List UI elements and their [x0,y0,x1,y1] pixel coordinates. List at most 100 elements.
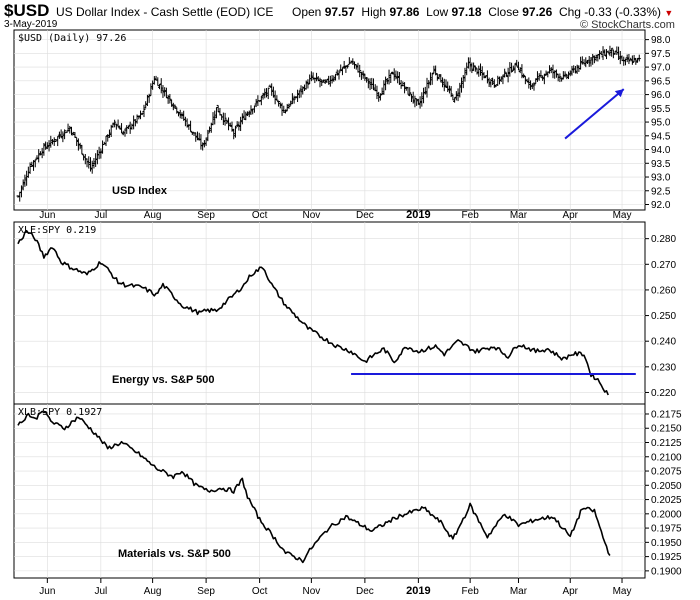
price-bar [340,67,344,76]
price-bar [356,62,360,73]
chart-date: 3-May-2019 [4,19,58,30]
y-tick-label: 0.2025 [651,495,682,506]
price-bar [125,125,129,134]
price-bar [587,55,591,67]
low-label: Low [426,5,449,19]
price-bar [123,128,127,137]
y-tick-label: 0.1975 [651,524,682,535]
y-tick-label: 94.0 [651,145,671,156]
price-bar [458,82,462,98]
price-bar [627,53,631,65]
month-label-top: Jun [39,210,55,221]
price-bar [592,55,596,64]
ratio-line [17,229,609,396]
price-bar [637,54,641,62]
chart-header: $USD US Dollar Index - Cash Settle (EOD)… [0,0,700,31]
y-tick-label: 0.230 [651,362,676,373]
chart-panel-1: 92.0 92.5 93.0 93.5 94.0 94.5 95.0 95.5 96.0 96.5… [13,29,671,211]
month-label-bottom: Aug [144,586,162,597]
price-bar [140,112,144,116]
price-bar [23,174,27,187]
price-bar [623,58,627,66]
price-bar [56,136,60,147]
price-bar [33,159,37,168]
price-bar [211,112,215,126]
y-tick-label: 93.5 [651,159,671,170]
chg-label: Chg [558,5,581,19]
price-bar [130,123,134,130]
y-tick-label: 0.250 [651,311,676,322]
price-bar [308,74,312,85]
month-label-top: Aug [144,210,162,221]
price-bar [610,47,614,57]
price-bar [565,74,569,80]
price-bar [430,72,434,85]
panel-title: XLE:SPY 0.219 [18,225,96,236]
price-bar [94,153,98,167]
y-tick-label: 0.2000 [651,509,682,520]
price-bar [270,83,274,96]
month-label-top: Apr [562,210,578,221]
price-bar [239,116,243,132]
price-bar [133,119,137,127]
price-bar [506,67,510,83]
y-tick-label: 92.5 [651,186,671,197]
price-bar [95,150,99,165]
price-bar [394,70,398,80]
panel-annotation: USD Index [112,185,168,197]
price-bar [382,80,386,95]
price-bar [35,155,39,160]
price-bar [19,185,23,198]
price-bar [113,119,117,128]
chg-value: -0.33 (-0.33%) [584,5,661,19]
price-bar [166,94,170,104]
price-bar [399,80,403,89]
price-bar [161,85,165,98]
price-bar [328,75,332,87]
price-bar [608,45,612,57]
price-bar [389,72,393,83]
open-label: Open [292,5,322,19]
y-tick-label: 96.0 [651,90,671,101]
price-bar [85,158,89,168]
price-bar [591,53,595,65]
price-bar [558,73,562,83]
price-bar [482,72,486,79]
y-tick-label: 0.1900 [651,566,682,577]
price-bar [216,104,220,113]
panel-annotation: Energy vs. S&P 500 [112,374,215,386]
price-bar [175,107,179,114]
y-tick-label: 0.2050 [651,481,682,492]
price-bar [152,76,156,85]
month-label-top: 2019 [406,209,430,221]
price-bar [447,85,451,94]
price-bar [463,67,467,82]
price-bar [187,123,191,130]
price-bar [408,87,412,97]
price-bar [368,78,372,91]
down-triangle-icon: ▼ [664,8,674,18]
price-bar [589,57,593,67]
symbol-description: US Dollar Index - Cash Settle (EOD) ICE [56,5,274,19]
price-bar [287,103,291,109]
price-bar [221,112,225,125]
y-tick-label: 97.5 [651,49,671,60]
price-bar [532,82,536,91]
chart-panel-2: 0.220 0.230 0.240 0.250 0.260 0.270 0.280 XLE:S… [13,221,676,405]
price-bar [460,77,464,93]
price-bar [551,64,555,79]
month-label-bottom: Oct [252,586,268,597]
price-bar [470,62,474,74]
price-bar [598,50,602,60]
price-bar [318,77,322,88]
price-bar [151,80,155,90]
close-label: Close [488,5,519,19]
open-value: 97.57 [324,5,355,19]
price-bar [306,79,310,89]
price-bar [275,95,279,101]
month-label-top: Oct [252,210,268,221]
month-label-top: Dec [356,210,374,221]
price-bar [363,73,367,81]
panel-title: XLB:SPY 0.1927 [18,407,102,418]
price-bar [580,56,584,65]
